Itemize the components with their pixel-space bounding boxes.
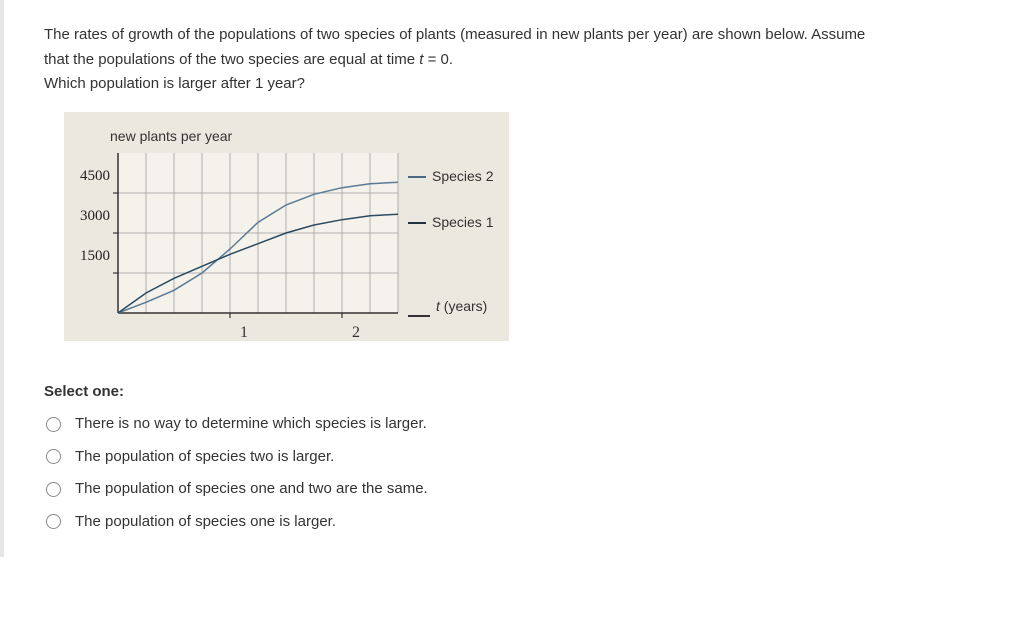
option-text-2: The population of species one and two ar…: [75, 478, 428, 501]
radio-2[interactable]: [46, 482, 61, 497]
chart-legend: Species 2 Species 1 t (years): [398, 153, 493, 317]
option-text-1: The population of species two is larger.: [75, 446, 334, 469]
ytick-4500: 4500: [80, 157, 110, 197]
option-text-3: The population of species one is larger.: [75, 511, 336, 534]
xtick-2: 2: [352, 321, 360, 345]
xtick-1: 1: [240, 321, 248, 345]
option-text-0: There is no way to determine which speci…: [75, 413, 427, 436]
q-line-2: Which population is larger after 1 year?: [44, 73, 996, 96]
q-line-1b: that the populations of the two species …: [44, 49, 996, 72]
select-one-label: Select one:: [44, 381, 996, 404]
legend-label-species-2: Species 2: [432, 166, 493, 187]
option-3[interactable]: The population of species one is larger.: [46, 511, 996, 534]
chart-title: new plants per year: [80, 126, 493, 147]
legend-species-2: Species 2: [408, 157, 493, 197]
x-axis: 1 2: [132, 317, 412, 321]
radio-0[interactable]: [46, 417, 61, 432]
x-axis-label: t (years): [408, 249, 493, 317]
ytick-1500: 1500: [80, 237, 110, 277]
chart-plot: [118, 153, 398, 313]
ytick-3000: 3000: [80, 197, 110, 237]
legend-line-species-1: [408, 222, 426, 224]
legend-label-species-1: Species 1: [432, 212, 493, 233]
option-0[interactable]: There is no way to determine which speci…: [46, 413, 996, 436]
legend-line-species-2: [408, 176, 426, 178]
question-text: The rates of growth of the populations o…: [44, 24, 996, 96]
options-list: There is no way to determine which speci…: [44, 413, 996, 533]
y-axis: 4500 3000 1500: [80, 153, 118, 277]
chart-container: new plants per year 4500 3000 1500 Speci…: [64, 112, 509, 341]
legend-species-1: Species 1: [408, 197, 493, 249]
radio-3[interactable]: [46, 514, 61, 529]
option-2[interactable]: The population of species one and two ar…: [46, 478, 996, 501]
radio-1[interactable]: [46, 449, 61, 464]
option-1[interactable]: The population of species two is larger.: [46, 446, 996, 469]
q-line-1a: The rates of growth of the populations o…: [44, 24, 996, 47]
